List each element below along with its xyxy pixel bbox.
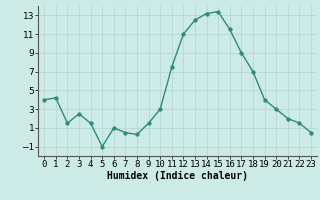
- X-axis label: Humidex (Indice chaleur): Humidex (Indice chaleur): [107, 171, 248, 181]
